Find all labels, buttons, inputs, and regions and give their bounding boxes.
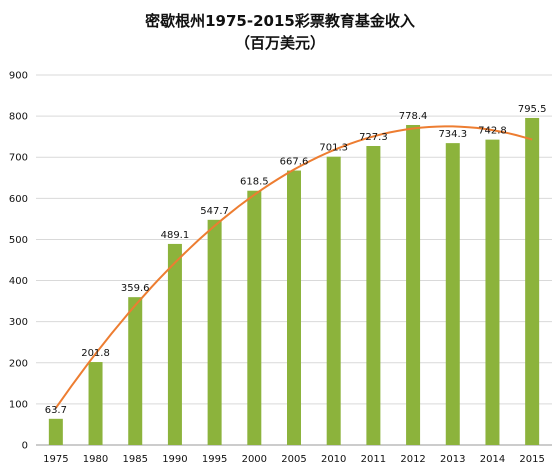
bar [167, 243, 182, 445]
chart-subtitle: （百万美元） [234, 34, 325, 52]
chart-title: 密歇根州1975-2015彩票教育基金收入 [145, 12, 415, 30]
bar [128, 297, 143, 445]
data-label: 489.1 [161, 230, 190, 241]
x-tick-label: 1980 [83, 454, 108, 465]
data-label: 734.3 [438, 129, 467, 140]
data-label: 727.3 [359, 132, 388, 143]
chart-title-block: 密歇根州1975-2015彩票教育基金收入 （百万美元） [0, 10, 560, 54]
bar [485, 139, 500, 446]
y-tick-label: 200 [9, 358, 28, 369]
x-tick-label: 2013 [440, 454, 465, 465]
x-tick-label: 2000 [242, 454, 267, 465]
bar [445, 143, 460, 446]
data-label: 701.3 [319, 143, 348, 154]
x-tick-label: 2010 [321, 454, 346, 465]
data-label: 778.4 [399, 111, 428, 122]
y-tick-label: 500 [9, 235, 28, 246]
y-tick-label: 600 [9, 194, 28, 205]
x-tick-label: 2014 [480, 454, 505, 465]
bar [48, 418, 63, 445]
bars [48, 117, 540, 446]
data-label: 667.6 [280, 157, 309, 168]
trendline-layer [54, 125, 533, 409]
x-tick-label: 1985 [123, 454, 148, 465]
bar [287, 170, 301, 445]
bar [207, 219, 222, 445]
y-tick-label: 700 [9, 153, 28, 164]
data-labels: 63.7 201.8 359.6 489.1 547.7 618.5 667.6 701.3 7… [45, 104, 547, 416]
bar [525, 117, 540, 445]
x-tick-label: 2012 [400, 454, 425, 465]
bar [247, 190, 262, 445]
x-tick-label: 1975 [43, 454, 68, 465]
bar [88, 362, 103, 445]
data-label: 547.7 [200, 206, 229, 217]
data-label: 742.8 [478, 126, 507, 137]
y-tick-label: 900 [9, 71, 28, 82]
y-tick-label: 400 [9, 276, 28, 287]
x-tick-label: 1995 [202, 454, 227, 465]
data-label: 795.5 [518, 104, 547, 115]
x-tick-label: 1990 [162, 454, 187, 465]
data-label: 359.6 [121, 283, 150, 294]
data-label: 201.8 [81, 348, 110, 359]
axes: 0 100 200 300 400 500 600 700 800 900 1975 1980 1985… [9, 71, 545, 466]
bar [406, 124, 421, 445]
bar [326, 156, 341, 445]
data-label: 63.7 [45, 405, 67, 416]
y-tick-label: 0 [22, 441, 28, 452]
data-label: 618.5 [240, 177, 269, 188]
trendline [54, 125, 533, 409]
y-tick-label: 300 [9, 317, 28, 328]
x-tick-label: 2015 [519, 454, 544, 465]
bar [366, 145, 381, 445]
y-tick-label: 800 [9, 112, 28, 123]
x-tick-label: 2011 [361, 454, 386, 465]
y-tick-label: 100 [9, 399, 28, 410]
x-tick-label: 2005 [281, 454, 306, 465]
